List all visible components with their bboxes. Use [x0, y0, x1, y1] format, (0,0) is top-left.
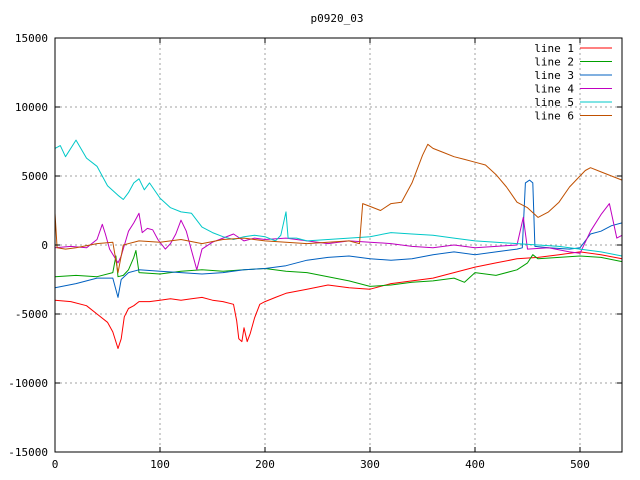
- chart-title: p0920_03: [311, 12, 364, 25]
- x-tick-label: 200: [255, 458, 275, 471]
- x-tick-label: 400: [465, 458, 485, 471]
- legend-label: line 6: [534, 110, 574, 123]
- legend-label: line 2: [534, 56, 574, 69]
- legend-label: line 3: [534, 69, 574, 82]
- x-tick-label: 100: [150, 458, 170, 471]
- x-tick-label: 0: [52, 458, 59, 471]
- series-line-5: [54, 139, 623, 257]
- legend-label: line 1: [534, 42, 574, 55]
- y-tick-label: -10000: [8, 377, 48, 390]
- series-line-6: [54, 143, 623, 274]
- x-tick-label: 500: [570, 458, 590, 471]
- y-axis: 15000 10000 5000 0 -5000 -10000 -15000: [8, 32, 622, 459]
- legend-label: line 4: [534, 83, 574, 96]
- y-tick-label: 10000: [15, 101, 48, 114]
- x-tick-label: 300: [360, 458, 380, 471]
- series-line-4: [54, 203, 623, 271]
- grid: [55, 38, 622, 452]
- series-layer: [54, 139, 623, 349]
- series-line-1: [54, 251, 623, 349]
- y-tick-label: 5000: [22, 170, 49, 183]
- y-tick-label: 15000: [15, 32, 48, 45]
- y-tick-label: 0: [41, 239, 48, 252]
- series-line-2: [54, 250, 623, 287]
- legend-label: line 5: [534, 96, 574, 109]
- x-axis: 0 100 200 300 400 500: [52, 38, 590, 471]
- y-tick-label: -5000: [15, 308, 48, 321]
- y-tick-label: -15000: [8, 446, 48, 459]
